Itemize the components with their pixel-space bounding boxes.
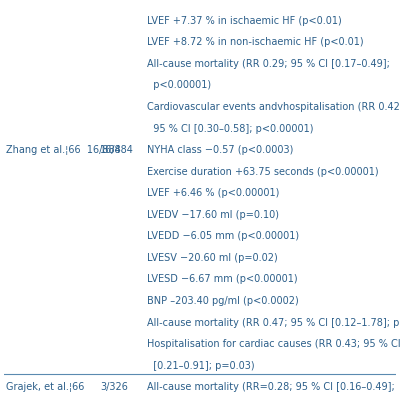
Text: [0.21–0.91]; p=0.03): [0.21–0.91]; p=0.03) (147, 361, 255, 371)
Text: p<0.00001): p<0.00001) (147, 80, 211, 90)
Text: Cardiovascular events andvhospitalisation (RR 0.42;: Cardiovascular events andvhospitalisatio… (147, 102, 400, 112)
Text: All-cause mortality (RR 0.29; 95 % CI [0.17–0.49];: All-cause mortality (RR 0.29; 95 % CI [0… (147, 59, 390, 69)
Text: Exercise duration +63.75 seconds (p<0.00001): Exercise duration +63.75 seconds (p<0.00… (147, 167, 379, 177)
Text: 16/884: 16/884 (100, 145, 134, 155)
Text: 3/326: 3/326 (100, 382, 128, 392)
Text: All-cause mortality (RR=0.28; 95 % CI [0.16–0.49];: All-cause mortality (RR=0.28; 95 % CI [0… (147, 382, 395, 392)
Text: All-cause mortality (RR 0.47; 95 % CI [0.12–1.78]; p=0.27): All-cause mortality (RR 0.47; 95 % CI [0… (147, 318, 400, 328)
Text: LVESD −6.67 mm (p<0.00001): LVESD −6.67 mm (p<0.00001) (147, 274, 298, 284)
Text: LVEF +7.37 % in ischaemic HF (p<0.01): LVEF +7.37 % in ischaemic HF (p<0.01) (147, 16, 342, 26)
Text: BNP –203.40 pg/ml (p<0.0002): BNP –203.40 pg/ml (p<0.0002) (147, 296, 299, 306)
Text: Hospitalisation for cardiac causes (RR 0.43; 95 % CI: Hospitalisation for cardiac causes (RR 0… (147, 339, 400, 349)
Text: LVEDV −17.60 ml (p=0.10): LVEDV −17.60 ml (p=0.10) (147, 210, 279, 220)
Text: Zhang et al.¦66  16/884: Zhang et al.¦66 16/884 (6, 145, 121, 155)
Text: NYHA class −0.57 (p<0.0003): NYHA class −0.57 (p<0.0003) (147, 145, 294, 155)
Text: Grajek, et al.¦66: Grajek, et al.¦66 (6, 382, 84, 392)
Text: LVEDD −6.05 mm (p<0.00001): LVEDD −6.05 mm (p<0.00001) (147, 231, 299, 241)
Text: LVEF +8.72 % in non-ischaemic HF (p<0.01): LVEF +8.72 % in non-ischaemic HF (p<0.01… (147, 37, 364, 47)
Text: LVEF +6.46 % (p<0.00001): LVEF +6.46 % (p<0.00001) (147, 188, 280, 198)
Text: 95 % CI [0.30–0.58]; p<0.00001): 95 % CI [0.30–0.58]; p<0.00001) (147, 124, 314, 134)
Text: LVESV −20.60 ml (p=0.02): LVESV −20.60 ml (p=0.02) (147, 253, 278, 263)
